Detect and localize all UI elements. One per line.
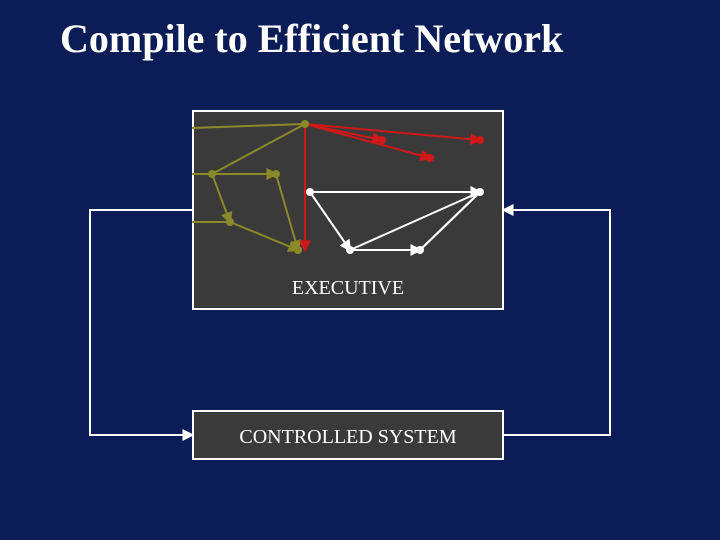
executive-label: EXECUTIVE bbox=[194, 277, 502, 300]
controlled-system-box: CONTROLLED SYSTEM bbox=[192, 410, 504, 460]
page-title: Compile to Efficient Network bbox=[60, 15, 563, 62]
slide: Compile to Efficient Network EXECUTIVE C… bbox=[0, 0, 720, 540]
controlled-system-label: CONTROLLED SYSTEM bbox=[194, 412, 502, 462]
executive-box: EXECUTIVE bbox=[192, 110, 504, 310]
